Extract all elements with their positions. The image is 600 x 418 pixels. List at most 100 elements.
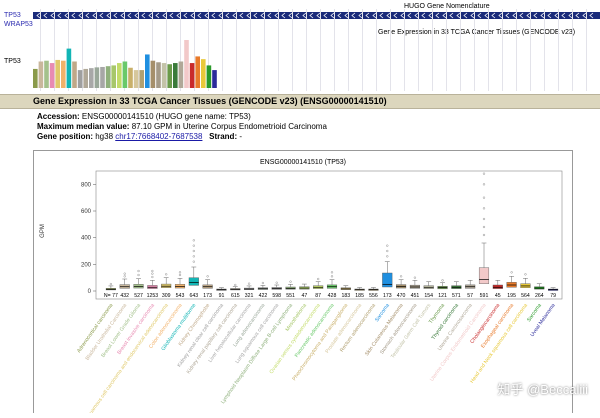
box-17 [326, 271, 338, 289]
sample-count: 527 [134, 293, 143, 299]
sample-count: 451 [411, 293, 420, 299]
box-6 [174, 271, 186, 289]
sample-count: 428 [328, 293, 337, 299]
box-31 [520, 273, 531, 289]
mini-bar [111, 65, 116, 88]
accession-label: Accession: [37, 112, 80, 121]
y-tick-label: 600 [81, 209, 92, 215]
box-body [492, 284, 503, 289]
box-body [382, 272, 393, 288]
mini-bar [201, 59, 206, 88]
box-27 [465, 280, 476, 289]
plot-area [95, 170, 563, 300]
box-28 [478, 172, 490, 284]
box-15 [299, 283, 310, 290]
box-33 [548, 287, 559, 291]
outlier-point [261, 281, 265, 285]
box-4 [147, 269, 158, 289]
strand-arrows-icon [36, 12, 594, 19]
outlier-point [482, 217, 486, 221]
mini-bar [189, 63, 195, 88]
mini-bar [122, 61, 128, 88]
accession-line: Accession: ENSG00000141510 (HUGO gene na… [37, 112, 251, 121]
y-tick-label: 400 [81, 236, 92, 242]
gene-position-link[interactable]: chr17:7668402-7687538 [115, 132, 203, 141]
mini-bar [145, 54, 150, 88]
outlier-point [192, 239, 195, 242]
outlier-point [151, 272, 154, 275]
mini-bar [117, 63, 122, 88]
mini-bar [195, 56, 200, 88]
section-title: Gene Expression in 33 TCGA Cancer Tissue… [33, 96, 387, 106]
box-24 [423, 281, 434, 289]
mini-bar [184, 40, 189, 88]
outlier-point [386, 249, 389, 253]
hugo-track-label[interactable]: TP53 [4, 12, 21, 19]
outlier-point [289, 280, 292, 283]
max-median-label: Maximum median value: [37, 122, 130, 131]
y-tick-label: 200 [81, 262, 92, 268]
box-29 [492, 280, 503, 289]
mini-bar [72, 61, 77, 88]
box-12 [257, 281, 268, 290]
y-tick-label: 800 [81, 182, 92, 188]
outlier-point [247, 282, 251, 285]
tp53-gene-feature[interactable] [33, 12, 600, 19]
y-tick-label: 0 [88, 289, 92, 295]
strand-value: - [237, 132, 242, 141]
box-body [188, 277, 199, 286]
outlier-point [330, 275, 334, 278]
section-header: Gene Expression in 33 TCGA Cancer Tissue… [0, 94, 600, 109]
mini-bar [128, 67, 133, 88]
sample-count: 571 [452, 293, 461, 299]
box-9 [216, 287, 227, 291]
outlier-point [123, 272, 126, 275]
outlier-point [206, 275, 209, 278]
sample-count: 264 [535, 293, 544, 299]
box-22 [396, 275, 407, 289]
mini-bar [89, 68, 94, 88]
box-1 [105, 282, 116, 291]
sample-count: N= 77 [104, 293, 118, 299]
sample-count: 183 [341, 293, 350, 299]
box-19 [354, 287, 365, 291]
expression-track-label[interactable]: TP53 [4, 58, 21, 65]
outlier-point [165, 273, 168, 276]
box-body [478, 267, 490, 284]
max-median-value: 87.10 GPM in Uterine Corpus Endometrioid… [129, 122, 327, 131]
box-13 [271, 281, 282, 290]
outlier-point [524, 273, 527, 276]
max-median-line: Maximum median value: 87.10 GPM in Uteri… [37, 122, 327, 131]
outlier-point [510, 271, 513, 274]
outlier-point [192, 249, 195, 253]
outlier-point [192, 260, 195, 263]
sample-count: 173 [203, 293, 212, 299]
gene-position-line: Gene position: hg38 chr17:7668402-768753… [37, 132, 242, 141]
mini-bar [44, 60, 49, 88]
outlier-point [192, 244, 195, 247]
box-7 [188, 239, 199, 286]
box-18 [340, 285, 351, 290]
gene-position-prefix: hg38 [93, 132, 116, 141]
mini-expression-bars[interactable] [33, 38, 233, 88]
mini-bar [94, 67, 100, 88]
mini-bar [139, 70, 144, 88]
box-2 [119, 272, 130, 289]
outlier-point [137, 273, 140, 277]
genome-browser-tracks: TP53 WRAP53 TP53 HUGO Gene Nomenclature … [0, 0, 600, 92]
outlier-point [413, 276, 417, 279]
wrap53-track-label[interactable]: WRAP53 [4, 21, 33, 28]
strand-label: Strand: [209, 132, 238, 141]
box-21 [382, 244, 393, 288]
box-32 [534, 283, 545, 290]
outlier-point [399, 275, 403, 278]
sample-count: 79 [550, 293, 556, 299]
mini-bar [38, 61, 44, 88]
box-5 [161, 273, 172, 288]
box-25 [437, 279, 448, 290]
sample-count: 321 [245, 293, 254, 299]
outlier-point [151, 275, 154, 279]
sample-count: 91 [219, 293, 225, 299]
outlier-point [234, 283, 237, 287]
sample-count: 615 [231, 293, 240, 299]
